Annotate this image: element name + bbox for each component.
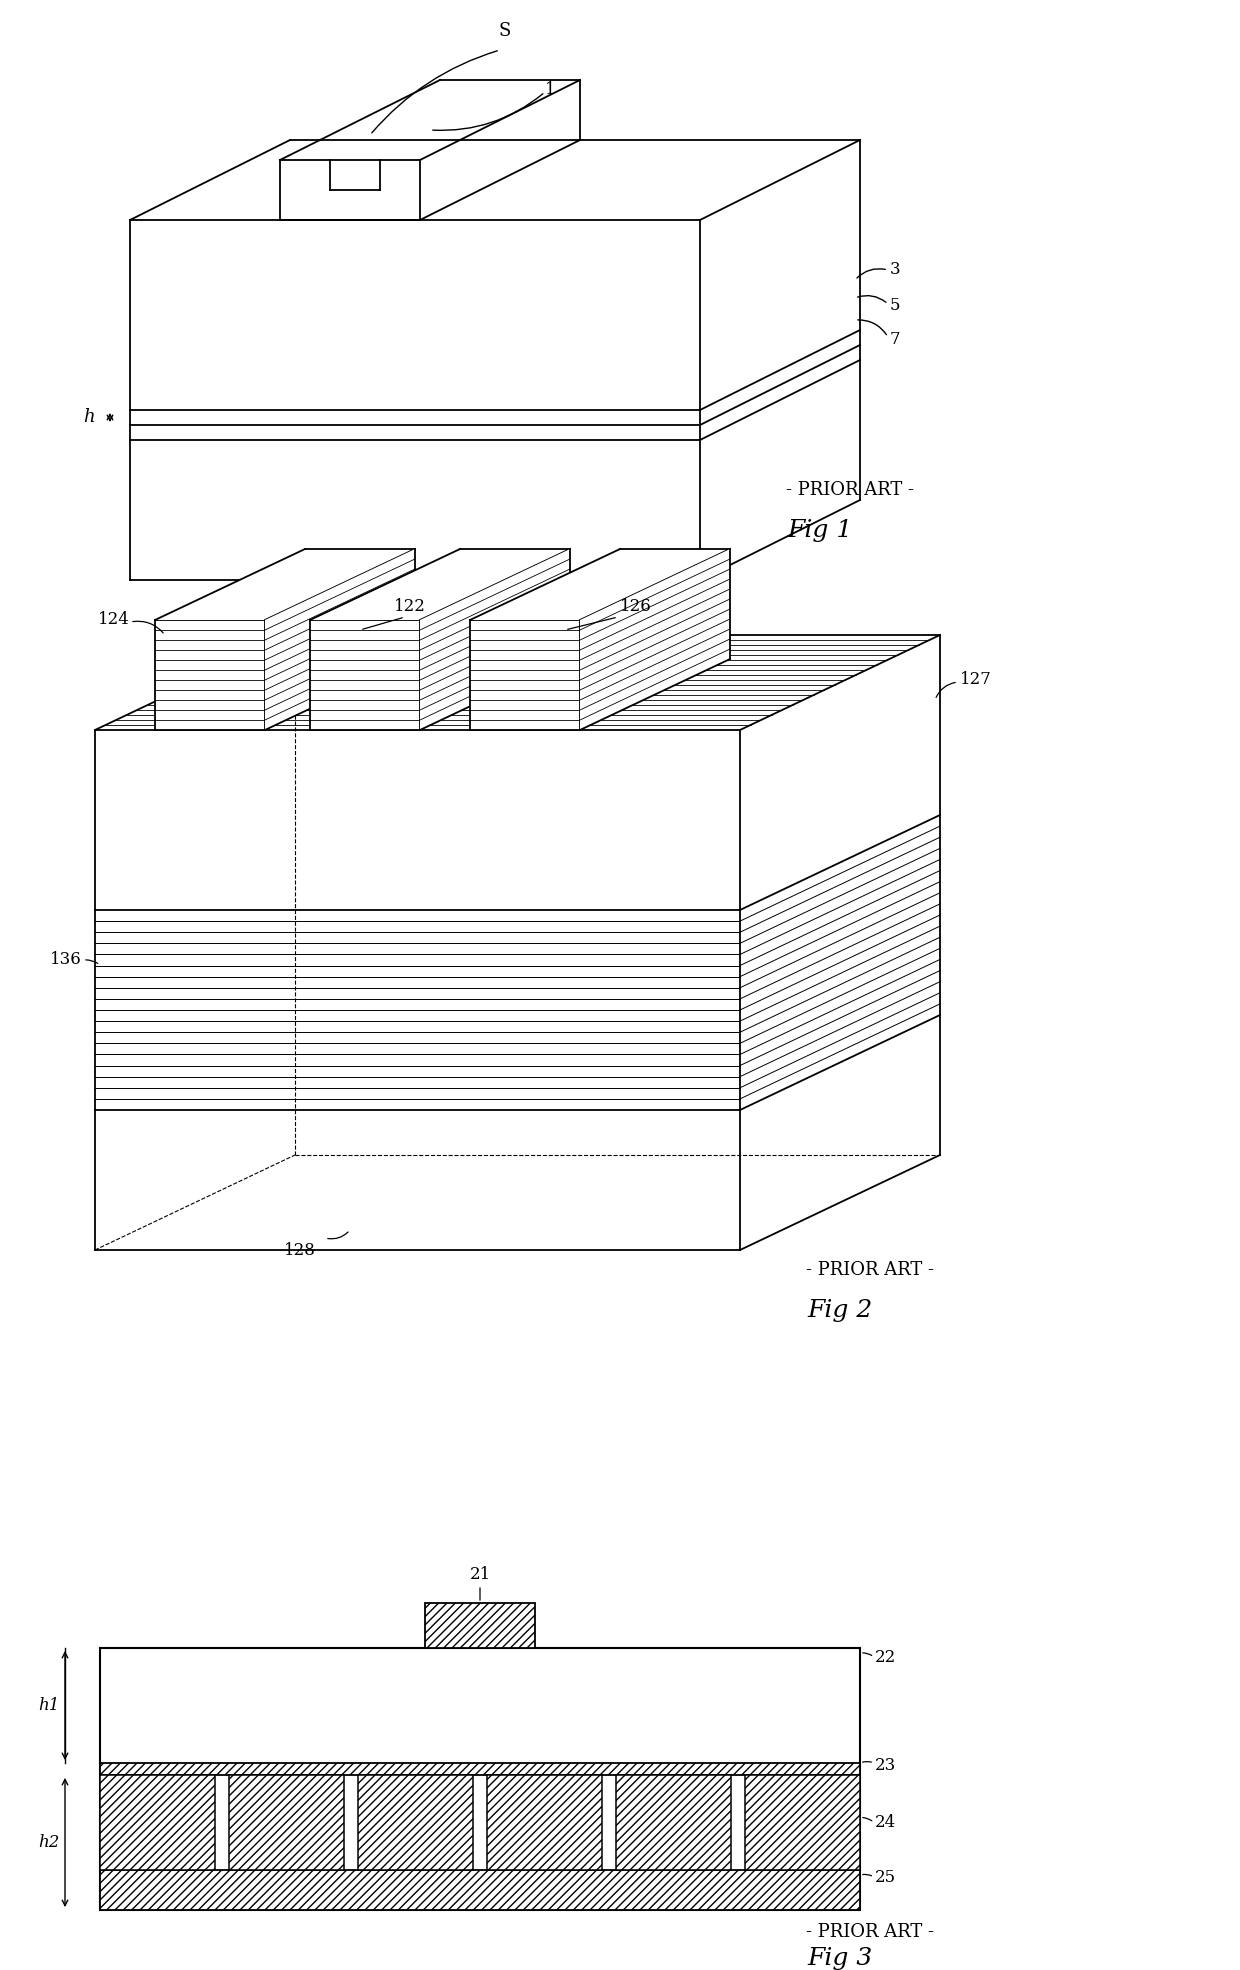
Bar <box>100 1775 215 1870</box>
Text: Fig 1: Fig 1 <box>787 518 853 542</box>
Text: 21: 21 <box>470 1566 491 1584</box>
Text: - PRIOR ART -: - PRIOR ART - <box>806 1923 934 1940</box>
Bar <box>100 1763 861 1775</box>
Bar <box>100 1649 861 1911</box>
Bar <box>100 1870 861 1911</box>
Bar <box>155 621 265 731</box>
Text: 1: 1 <box>546 81 556 99</box>
Polygon shape <box>130 140 861 221</box>
Text: Fig 2: Fig 2 <box>807 1298 873 1322</box>
Text: 3: 3 <box>890 262 900 278</box>
Polygon shape <box>470 550 730 621</box>
Text: 124: 124 <box>98 611 130 628</box>
Polygon shape <box>95 634 940 731</box>
Text: h: h <box>83 408 95 426</box>
Text: 128: 128 <box>284 1241 316 1259</box>
Polygon shape <box>701 140 861 579</box>
Text: 7: 7 <box>890 331 900 349</box>
Text: 22: 22 <box>875 1649 897 1667</box>
Bar <box>470 621 580 731</box>
Bar <box>745 1775 861 1870</box>
Text: Fig 3: Fig 3 <box>807 1946 873 1970</box>
Text: 23: 23 <box>875 1757 897 1775</box>
Polygon shape <box>580 550 730 731</box>
Bar <box>229 1775 343 1870</box>
Text: 25: 25 <box>875 1870 897 1887</box>
Text: 5: 5 <box>890 297 900 313</box>
Text: S: S <box>498 22 511 39</box>
Text: 122: 122 <box>394 599 425 615</box>
Polygon shape <box>265 550 415 731</box>
Bar <box>487 1775 601 1870</box>
Text: 24: 24 <box>875 1814 897 1830</box>
Polygon shape <box>310 550 570 621</box>
Text: 127: 127 <box>960 672 992 688</box>
Text: h2: h2 <box>38 1834 60 1852</box>
Bar <box>616 1775 732 1870</box>
Polygon shape <box>740 634 940 1251</box>
Text: h1: h1 <box>38 1696 60 1714</box>
Polygon shape <box>420 550 570 731</box>
Text: 126: 126 <box>620 599 652 615</box>
Bar <box>95 731 740 1251</box>
Bar <box>358 1775 472 1870</box>
Text: 136: 136 <box>51 952 82 969</box>
Bar <box>130 221 701 579</box>
Text: - PRIOR ART -: - PRIOR ART - <box>806 1261 934 1279</box>
Polygon shape <box>155 550 415 621</box>
Bar <box>425 1604 534 1649</box>
Text: - PRIOR ART -: - PRIOR ART - <box>786 481 914 498</box>
Bar <box>310 621 420 731</box>
